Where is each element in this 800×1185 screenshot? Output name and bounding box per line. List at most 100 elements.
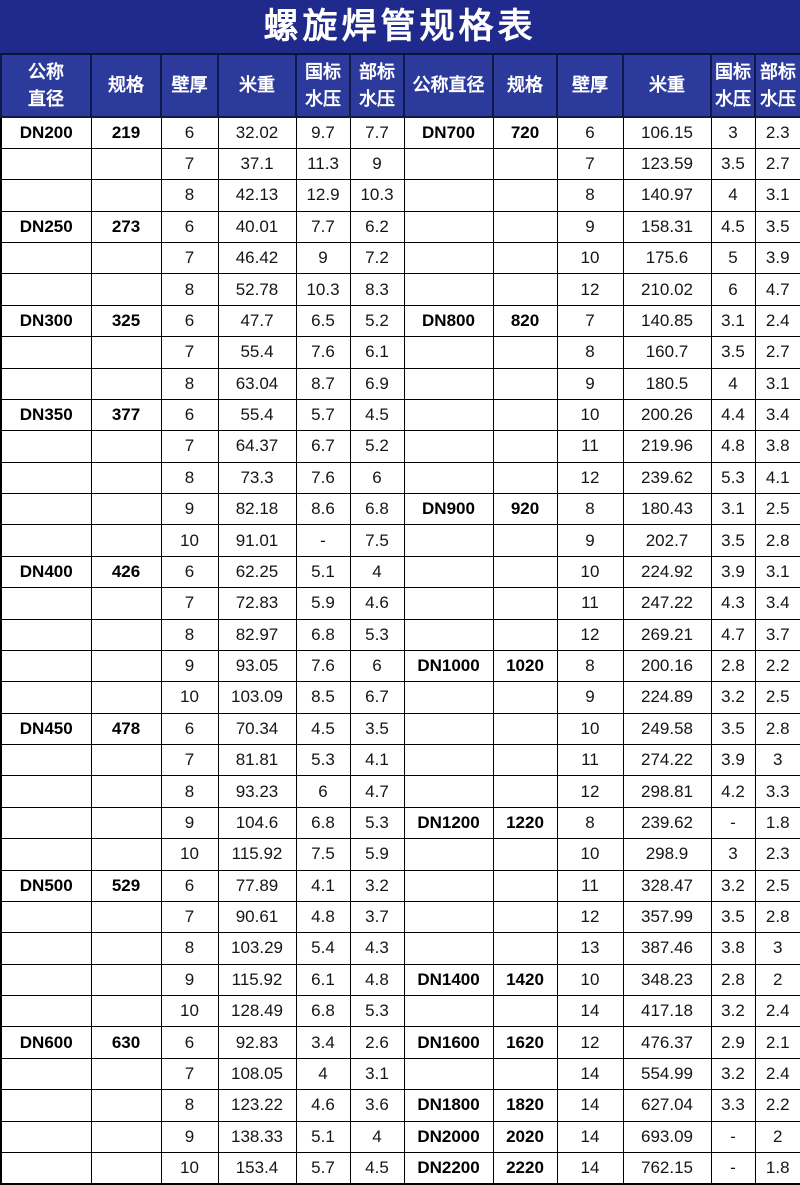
cell-left-spec	[90, 1151, 162, 1185]
cell-left-meter-weight: 104.6	[217, 806, 297, 840]
cell-right-thickness: 10	[556, 963, 624, 997]
cell-left-thickness: 7	[160, 241, 219, 275]
cell-left-spec	[90, 430, 162, 463]
cell-right-gb-pressure: 3.2	[710, 681, 756, 714]
cell-right-meter-weight: 348.23	[622, 963, 712, 997]
cell-left-meter-weight: 92.83	[217, 1026, 297, 1059]
cell-right-spec	[492, 618, 558, 651]
cell-left-bb-pressure: 4.5	[349, 398, 405, 432]
cell-right-thickness: 8	[556, 806, 624, 840]
cell-left-thickness: 7	[160, 1057, 219, 1091]
cell-right-thickness: 10	[556, 398, 624, 432]
cell-right-thickness: 11	[556, 869, 624, 902]
cell-left-spec	[90, 461, 162, 495]
cell-right-meter-weight: 269.21	[622, 618, 712, 651]
cell-right-diameter	[403, 524, 494, 557]
cell-left-meter-weight: 70.34	[217, 712, 297, 746]
cell-right-meter-weight: 762.15	[622, 1151, 712, 1185]
cell-left-bb-pressure: 6	[349, 461, 405, 495]
cell-left-meter-weight: 128.49	[217, 994, 297, 1028]
cell-right-spec	[492, 273, 558, 306]
cell-right-bb-pressure: 4.7	[754, 273, 800, 306]
table-row: 8 63.04 8.7 6.9 9 180.5 4 3.1	[0, 367, 800, 400]
cell-left-thickness: 7	[160, 743, 219, 777]
cell-right-bb-pressure: 3	[754, 743, 800, 777]
table-row: 8 93.23 6 4.7 12 298.81 4.2 3.3	[0, 775, 800, 808]
cell-left-bb-pressure: 6.8	[349, 492, 405, 526]
table-row: 9 115.92 6.1 4.8 DN1400 1420 10 348.23 2.8 2	[0, 963, 800, 997]
header-row: 公称 直径 规格 壁厚 米重 国标 水压 部标 水压 公称直径 规格 壁厚 米重…	[0, 55, 800, 118]
cell-right-gb-pressure: 3.2	[710, 869, 756, 902]
cell-right-meter-weight: 224.89	[622, 681, 712, 714]
cell-right-bb-pressure: 2.2	[754, 1089, 800, 1122]
cell-right-thickness: 8	[556, 179, 624, 212]
cell-left-gb-pressure: 4	[295, 1057, 351, 1091]
column-header-bb-pressure-left: 部标 水压	[349, 55, 405, 118]
table-row: DN350 377 6 55.4 5.7 4.5 10 200.26 4.4 3.4	[0, 398, 800, 432]
cell-right-spec	[492, 241, 558, 275]
table-row: 9 104.6 6.8 5.3 DN1200 1220 8 239.62-1.8	[0, 806, 800, 840]
cell-right-thickness: 11	[556, 743, 624, 777]
cell-right-gb-pressure: 3	[710, 116, 756, 149]
table-row: DN250 273 6 40.01 7.7 6.2 9 158.31 4.5 3.5	[0, 210, 800, 244]
cell-left-spec: 273	[90, 210, 162, 244]
cell-left-thickness: 8	[160, 367, 219, 400]
cell-right-meter-weight: 140.97	[622, 179, 712, 212]
table-row: 9 82.18 8.6 6.8 DN900 920 8 180.43 3.1 2.5	[0, 492, 800, 526]
cell-right-gb-pressure: 4.2	[710, 775, 756, 808]
cell-left-gb-pressure: 4.6	[295, 1089, 351, 1122]
cell-right-meter-weight: 210.02	[622, 273, 712, 306]
cell-right-gb-pressure: 4.5	[710, 210, 756, 244]
cell-left-spec	[90, 147, 162, 181]
cell-right-thickness: 13	[556, 932, 624, 965]
cell-right-gb-pressure: 3.8	[710, 932, 756, 965]
cell-left-thickness: 7	[160, 147, 219, 181]
cell-right-thickness: 14	[556, 1089, 624, 1122]
cell-left-thickness: 6	[160, 210, 219, 244]
cell-right-diameter: DN1000	[403, 649, 494, 683]
cell-left-diameter	[0, 1151, 92, 1185]
cell-right-gb-pressure: -	[710, 1151, 756, 1185]
cell-right-thickness: 10	[556, 241, 624, 275]
column-header-diameter-left: 公称 直径	[0, 55, 92, 118]
cell-left-gb-pressure: 6.8	[295, 806, 351, 840]
cell-right-gb-pressure: 4.8	[710, 430, 756, 463]
cell-right-bb-pressure: 3.4	[754, 398, 800, 432]
cell-left-thickness: 8	[160, 179, 219, 212]
cell-left-bb-pressure: 4	[349, 555, 405, 589]
cell-right-thickness: 10	[556, 838, 624, 871]
cell-right-spec	[492, 524, 558, 557]
page-title: 螺旋焊管规格表	[263, 7, 537, 46]
cell-right-diameter: DN800	[403, 304, 494, 338]
cell-right-bb-pressure: 3.1	[754, 179, 800, 212]
cell-right-diameter	[403, 147, 494, 181]
cell-right-thickness: 9	[556, 524, 624, 557]
table-row: DN300 325 6 47.7 6.5 5.2 DN800 820 7 140.85 3.1 2.4	[0, 304, 800, 338]
cell-left-bb-pressure: 4.7	[349, 775, 405, 808]
cell-left-meter-weight: 73.3	[217, 461, 297, 495]
cell-left-spec	[90, 1120, 162, 1153]
cell-right-diameter	[403, 932, 494, 965]
cell-left-diameter	[0, 806, 92, 840]
cell-right-gb-pressure: 4.7	[710, 618, 756, 651]
cell-left-spec: 529	[90, 869, 162, 902]
cell-left-diameter: DN200	[0, 116, 92, 149]
cell-right-diameter	[403, 900, 494, 934]
cell-right-gb-pressure: 3.3	[710, 1089, 756, 1122]
cell-left-bb-pressure: 9	[349, 147, 405, 181]
cell-left-diameter: DN350	[0, 398, 92, 432]
cell-right-gb-pressure: 3.1	[710, 304, 756, 338]
cell-left-thickness: 9	[160, 1120, 219, 1153]
cell-right-gb-pressure: 5	[710, 241, 756, 275]
cell-right-thickness: 8	[556, 649, 624, 683]
cell-left-thickness: 8	[160, 775, 219, 808]
cell-right-diameter	[403, 336, 494, 369]
cell-right-meter-weight: 106.15	[622, 116, 712, 149]
cell-right-thickness: 8	[556, 336, 624, 369]
cell-right-bb-pressure: 2.3	[754, 116, 800, 149]
cell-right-meter-weight: 387.46	[622, 932, 712, 965]
cell-left-gb-pressure: 5.7	[295, 1151, 351, 1185]
cell-right-gb-pressure: 3.9	[710, 743, 756, 777]
column-header-spec-right: 规格	[492, 55, 558, 118]
cell-left-thickness: 8	[160, 1089, 219, 1122]
